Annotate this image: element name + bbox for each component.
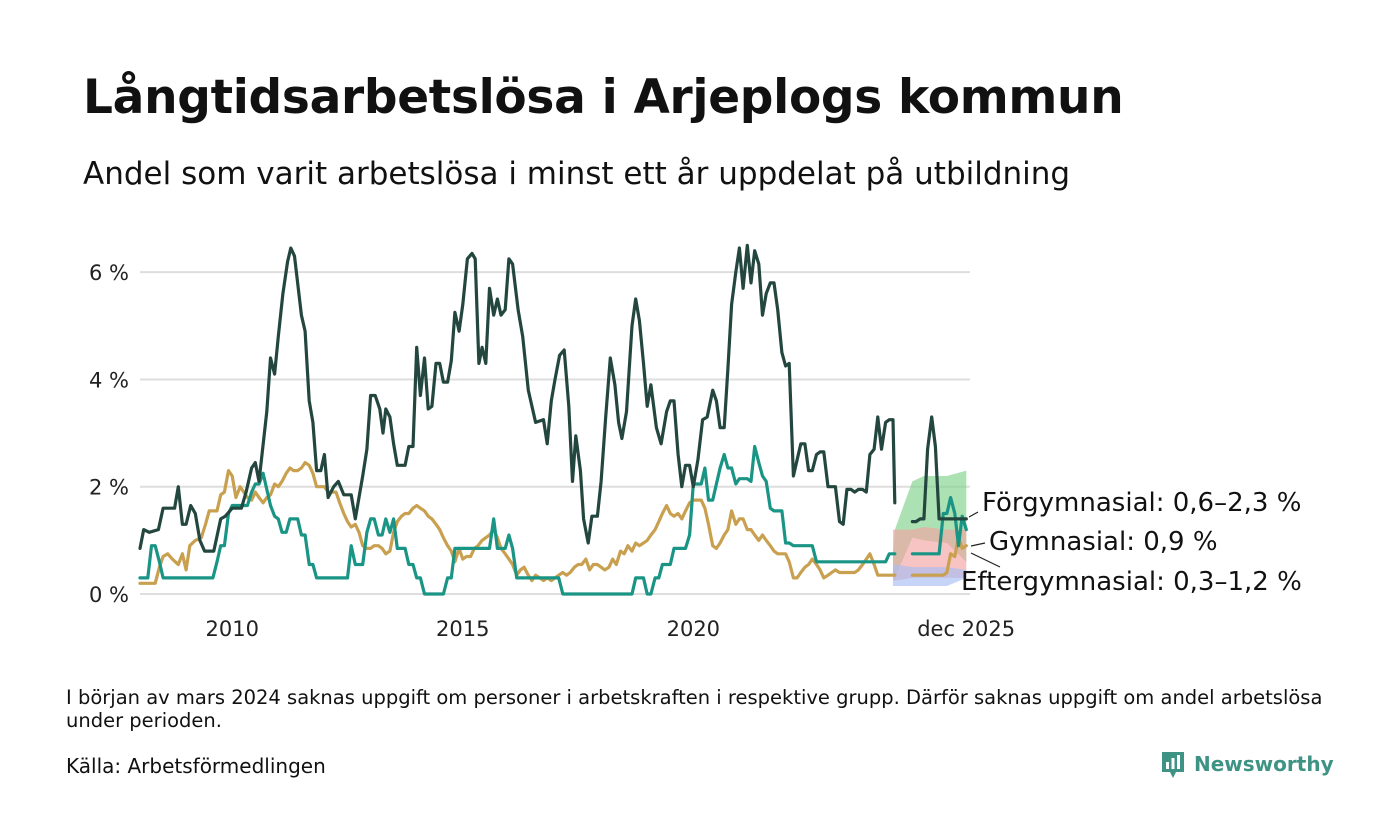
x-tick-label: 2010 bbox=[205, 617, 258, 641]
eftergymnasial-end-label: Eftergymnasial: 0,3–1,2 % bbox=[961, 567, 1302, 597]
gymnasial-end-label: Gymnasial: 0,9 % bbox=[989, 527, 1218, 557]
y-tick-label: 0 % bbox=[89, 583, 129, 607]
series-lines bbox=[138, 243, 968, 596]
source-text: Källa: Arbetsförmedlingen bbox=[66, 754, 326, 778]
gymnasial-line bbox=[138, 461, 897, 585]
chart-title: Långtidsarbetslösa i Arjeplogs kommun bbox=[83, 70, 1124, 125]
gymnasial-label-leader bbox=[970, 542, 986, 547]
chart-subtitle: Andel som varit arbetslösa i minst ett å… bbox=[83, 156, 1071, 192]
y-tick-label: 6 % bbox=[89, 261, 129, 285]
eftergymnasial-line bbox=[138, 444, 897, 596]
y-tick-label: 2 % bbox=[89, 476, 129, 500]
forgymnasial-end-label: Förgymnasial: 0,6–2,3 % bbox=[982, 488, 1301, 518]
forgymnasial-range-band bbox=[892, 470, 967, 578]
series-end-labels: Förgymnasial: 0,6–2,3 % Gymnasial: 0,9 % E… bbox=[961, 488, 1302, 597]
forgymnasial-line bbox=[138, 243, 897, 553]
x-tick-label: 2015 bbox=[436, 617, 489, 641]
x-axis: 2010 2015 2020 dec 2025 bbox=[205, 617, 1015, 641]
eftergymnasial-label-leader bbox=[970, 552, 1001, 568]
x-tick-label: dec 2025 bbox=[917, 617, 1015, 641]
footnote: I början av mars 2024 saknas uppgift om … bbox=[66, 686, 1323, 732]
y-axis: 0 % 2 % 4 % 6 % bbox=[89, 261, 129, 607]
x-tick-label: 2020 bbox=[667, 617, 720, 641]
forgymnasial-label-leader bbox=[968, 511, 979, 518]
forgymnasial-line bbox=[910, 415, 968, 524]
newsworthy-logo-icon bbox=[1162, 752, 1184, 778]
line-chart: 0 % 2 % 4 % 6 % 2010 2015 2020 dec 2025 Förgym… bbox=[89, 243, 1302, 641]
brand-logo[interactable]: Newsworthy bbox=[1160, 748, 1334, 780]
eftergymnasial-line bbox=[910, 495, 968, 556]
y-tick-label: 4 % bbox=[89, 368, 129, 392]
brand-name: Newsworthy bbox=[1194, 752, 1334, 776]
